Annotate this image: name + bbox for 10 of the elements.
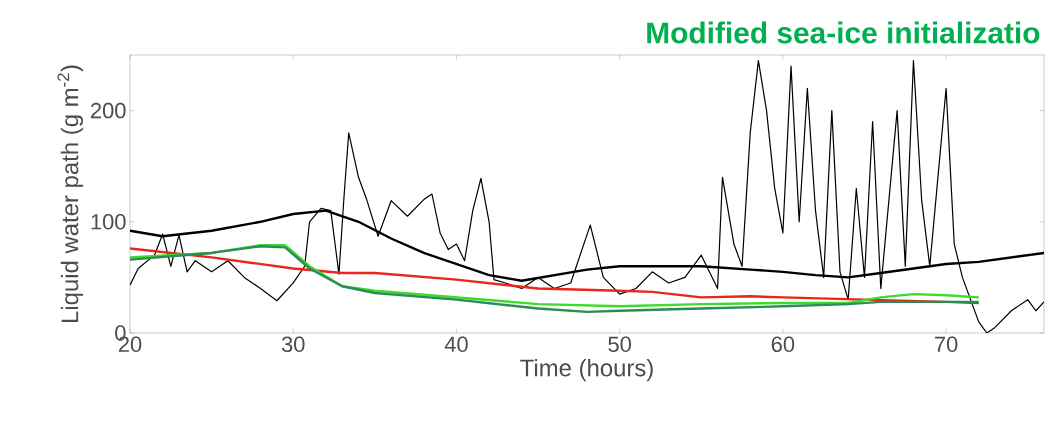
x-tick-label: 70 bbox=[935, 336, 958, 353]
x-axis-title: Time (hours) bbox=[520, 358, 653, 382]
y-tick-label: 100 bbox=[91, 214, 126, 230]
y-tick-label: 200 bbox=[91, 102, 126, 119]
x-tick-label: 50 bbox=[608, 336, 631, 353]
x-tick-label: 30 bbox=[281, 336, 305, 353]
x-tick-label: 40 bbox=[444, 336, 468, 353]
y-axis-title: Liquid water path (g m$^{-2}$) bbox=[57, 65, 84, 322]
x-tick-label: 60 bbox=[771, 336, 795, 353]
chart-title: Modified sea-ice initializatio bbox=[647, 21, 1040, 44]
